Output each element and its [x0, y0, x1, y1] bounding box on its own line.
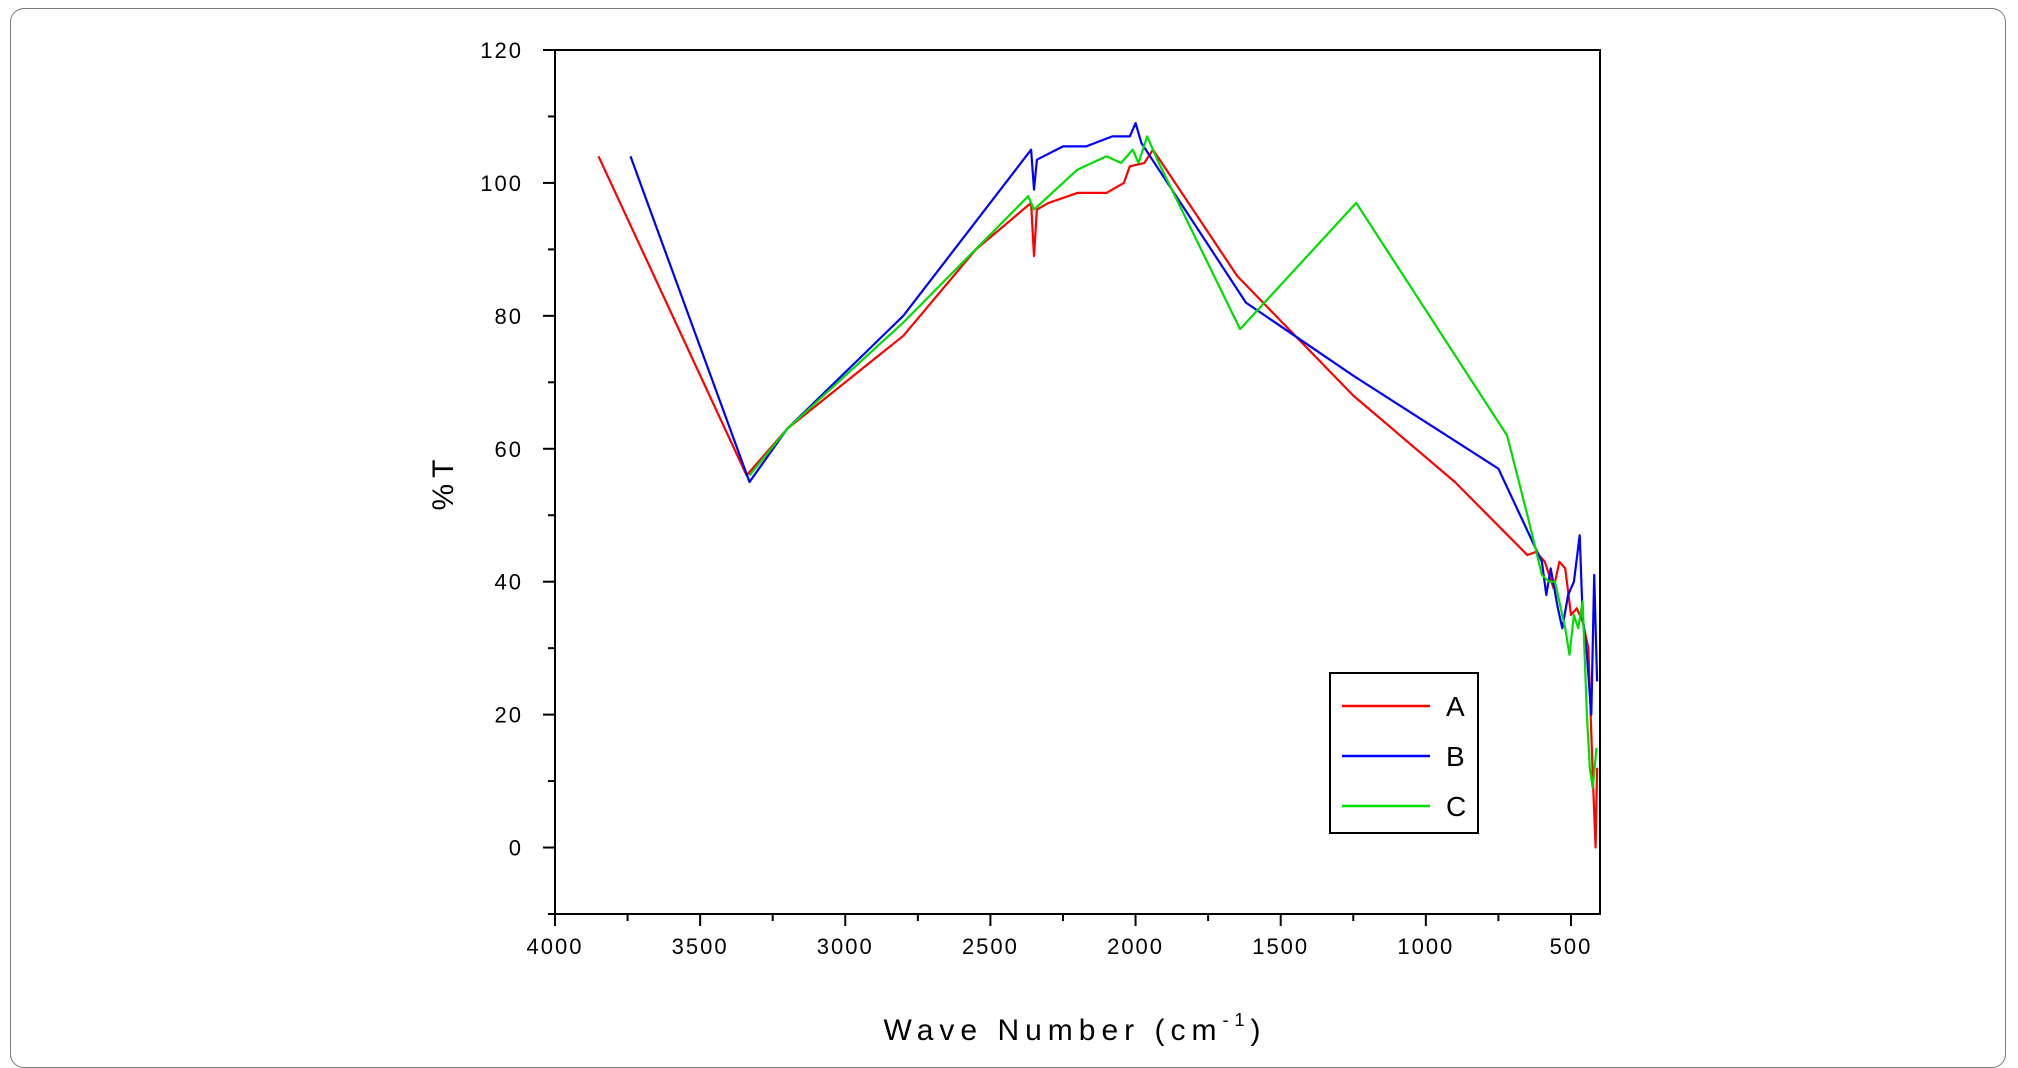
x-tick-label-3000: 3000	[817, 934, 874, 959]
plot-area	[554, 49, 1601, 915]
x-axis-label: Wave Number (cm-1)	[884, 1010, 1267, 1047]
x-tick-label-2000: 2000	[1107, 934, 1164, 959]
x-tick-label-3500: 3500	[672, 934, 729, 959]
y-tick-label-80: 80	[495, 304, 523, 329]
x-tick-label-4000: 4000	[527, 934, 584, 959]
series-line-b	[629, 121, 1599, 716]
x-tick-label-500: 500	[1550, 934, 1593, 959]
y-axis-ticks: 0 20 40 60 80 100 120	[480, 38, 555, 915]
legend-label-c: C	[1446, 791, 1466, 822]
y-tick-label-20: 20	[495, 703, 523, 728]
x-axis-label-superscript: -1	[1222, 1010, 1250, 1030]
y-tick-label-0: 0	[509, 836, 523, 861]
legend-items: ABC	[1342, 691, 1466, 822]
y-tick-label-60: 60	[495, 437, 523, 462]
y-axis-label: %T	[427, 454, 460, 511]
legend-label-a: A	[1446, 691, 1465, 722]
x-axis-ticks: 4000 3500 3000 2500 2000 1500 1000 500	[527, 914, 1593, 959]
x-axis-label-main: Wave Number (cm	[884, 1014, 1223, 1047]
y-tick-label-120: 120	[480, 38, 523, 63]
series-line-c	[748, 135, 1598, 789]
series-layer	[597, 121, 1599, 849]
legend: ABC	[1329, 672, 1479, 834]
x-axis-label-close: )	[1250, 1014, 1266, 1047]
x-tick-label-2500: 2500	[962, 934, 1019, 959]
legend-label-b: B	[1446, 741, 1465, 772]
y-tick-label-40: 40	[495, 570, 523, 595]
x-tick-label-1000: 1000	[1397, 934, 1454, 959]
y-tick-label-100: 100	[480, 171, 523, 196]
x-tick-label-1500: 1500	[1252, 934, 1309, 959]
